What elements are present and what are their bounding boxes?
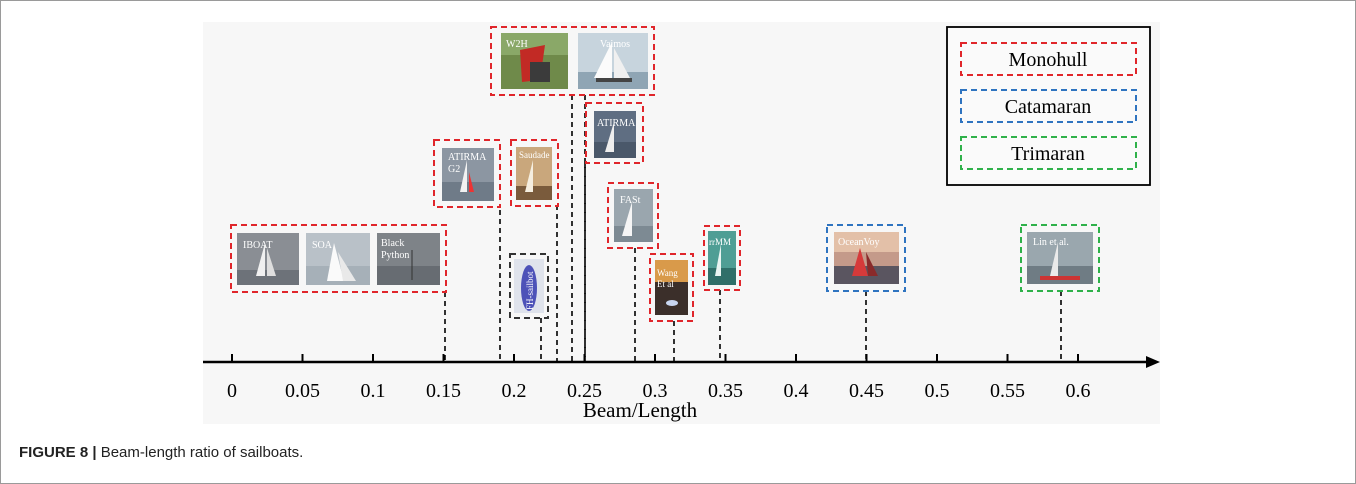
box-lin xyxy=(1020,224,1100,292)
svg-text:FASt: FASt xyxy=(620,195,641,206)
x-axis-label: Beam/Length xyxy=(583,398,698,422)
figure-caption: FIGURE 8 | Beam-length ratio of sailboat… xyxy=(19,444,303,461)
photo-rmm: rrMM xyxy=(708,231,736,285)
svg-text:Wang: Wang xyxy=(657,268,678,278)
photo-lin: Lin et al. xyxy=(1027,232,1093,284)
tick-label: 0.45 xyxy=(849,380,884,402)
legend-swatch-trimaran xyxy=(960,136,1137,170)
tick-label: 0.6 xyxy=(1066,380,1091,402)
photo-soa: SOA xyxy=(306,233,370,285)
photo-atirma: ATIRMA xyxy=(594,111,636,158)
box-fh-sailbot xyxy=(509,253,549,319)
tick-label: 0.5 xyxy=(925,380,950,402)
tick-label: 0.3 xyxy=(643,380,668,402)
photo-w2h: W2H xyxy=(501,33,568,89)
caption-text: Beam-length ratio of sailboats. xyxy=(96,444,304,461)
legend-label-monohull: Monohull xyxy=(1009,49,1088,71)
legend: Monohull Catamaran Trimaran xyxy=(946,26,1151,186)
photo-black-python: Black Python xyxy=(377,233,440,285)
ratio-markers xyxy=(444,95,1062,362)
svg-text:Vaimos: Vaimos xyxy=(600,39,630,50)
svg-text:ATIRMA: ATIRMA xyxy=(448,152,487,163)
svg-text:OceanVoy: OceanVoy xyxy=(838,237,879,248)
svg-text:SOA: SOA xyxy=(312,240,333,251)
legend-swatch-catamaran xyxy=(960,89,1137,123)
tick-label: 0.1 xyxy=(361,380,386,402)
box-oceanvoy xyxy=(826,224,906,292)
svg-text:W2H: W2H xyxy=(506,39,528,50)
photo-vaimos: Vaimos xyxy=(578,33,648,89)
svg-text:Saudade: Saudade xyxy=(519,150,550,160)
tick-label: 0.55 xyxy=(990,380,1025,402)
photo-fh-sailbot: FH-sailbot xyxy=(514,259,544,313)
svg-text:Lin et al.: Lin et al. xyxy=(1033,237,1069,248)
photo-fast: FASt xyxy=(614,189,653,242)
photo-atirma-g2: ATIRMA G2 xyxy=(442,148,494,201)
photo-saudade: Saudade xyxy=(516,147,552,200)
tick-label: 0.35 xyxy=(708,380,743,402)
axis-arrow xyxy=(1146,356,1160,368)
photo-oceanvoy: OceanVoy xyxy=(834,232,899,284)
beam-length-figure: 0 0.05 0.1 0.15 0.2 0.25 0.3 0.35 0.4 0.45 0.5 0.55… xyxy=(203,26,1160,422)
svg-text:Python: Python xyxy=(381,250,409,261)
legend-label-trimaran: Trimaran xyxy=(1011,143,1085,165)
svg-text:IBOAT: IBOAT xyxy=(243,240,272,251)
svg-text:FH-sailbot: FH-sailbot xyxy=(525,271,535,310)
legend-box xyxy=(946,26,1151,186)
photo-wang: Wang Et al xyxy=(655,260,688,315)
photo-iboat: IBOAT xyxy=(237,233,299,285)
box-iboat-group xyxy=(230,224,447,293)
tick-label: 0.4 xyxy=(784,380,809,402)
group-boxes xyxy=(230,26,1100,322)
legend-swatch-monohull xyxy=(960,42,1137,76)
tick-label: 0.05 xyxy=(285,380,320,402)
legend-label-catamaran: Catamaran xyxy=(1005,96,1092,118)
svg-text:Black: Black xyxy=(381,238,404,249)
box-wang xyxy=(649,253,694,322)
box-w2h-vaimos xyxy=(490,26,655,96)
svg-text:Et al: Et al xyxy=(657,279,674,289)
svg-text:ATIRMA: ATIRMA xyxy=(597,118,636,129)
box-atirma xyxy=(585,102,644,164)
svg-text:rrMM: rrMM xyxy=(709,237,731,247)
tick-label: 0 xyxy=(227,380,237,402)
axis-ticks: 0 0.05 0.1 0.15 0.2 0.25 0.3 0.35 0.4 0.45 0.5 0.55… xyxy=(227,354,1091,402)
box-atirma-g2 xyxy=(433,139,501,208)
tick-label: 0.25 xyxy=(567,380,602,402)
tick-label: 0.15 xyxy=(426,380,461,402)
tick-label: 0.2 xyxy=(502,380,527,402)
beam-length-axis xyxy=(203,356,1160,368)
svg-text:G2: G2 xyxy=(448,164,460,175)
boat-photos: IBOAT SOA Black Python ATIRMA G2 xyxy=(237,33,1093,315)
box-saudade xyxy=(510,139,559,207)
caption-label: FIGURE 8 | xyxy=(19,444,97,461)
box-fast xyxy=(607,182,659,249)
